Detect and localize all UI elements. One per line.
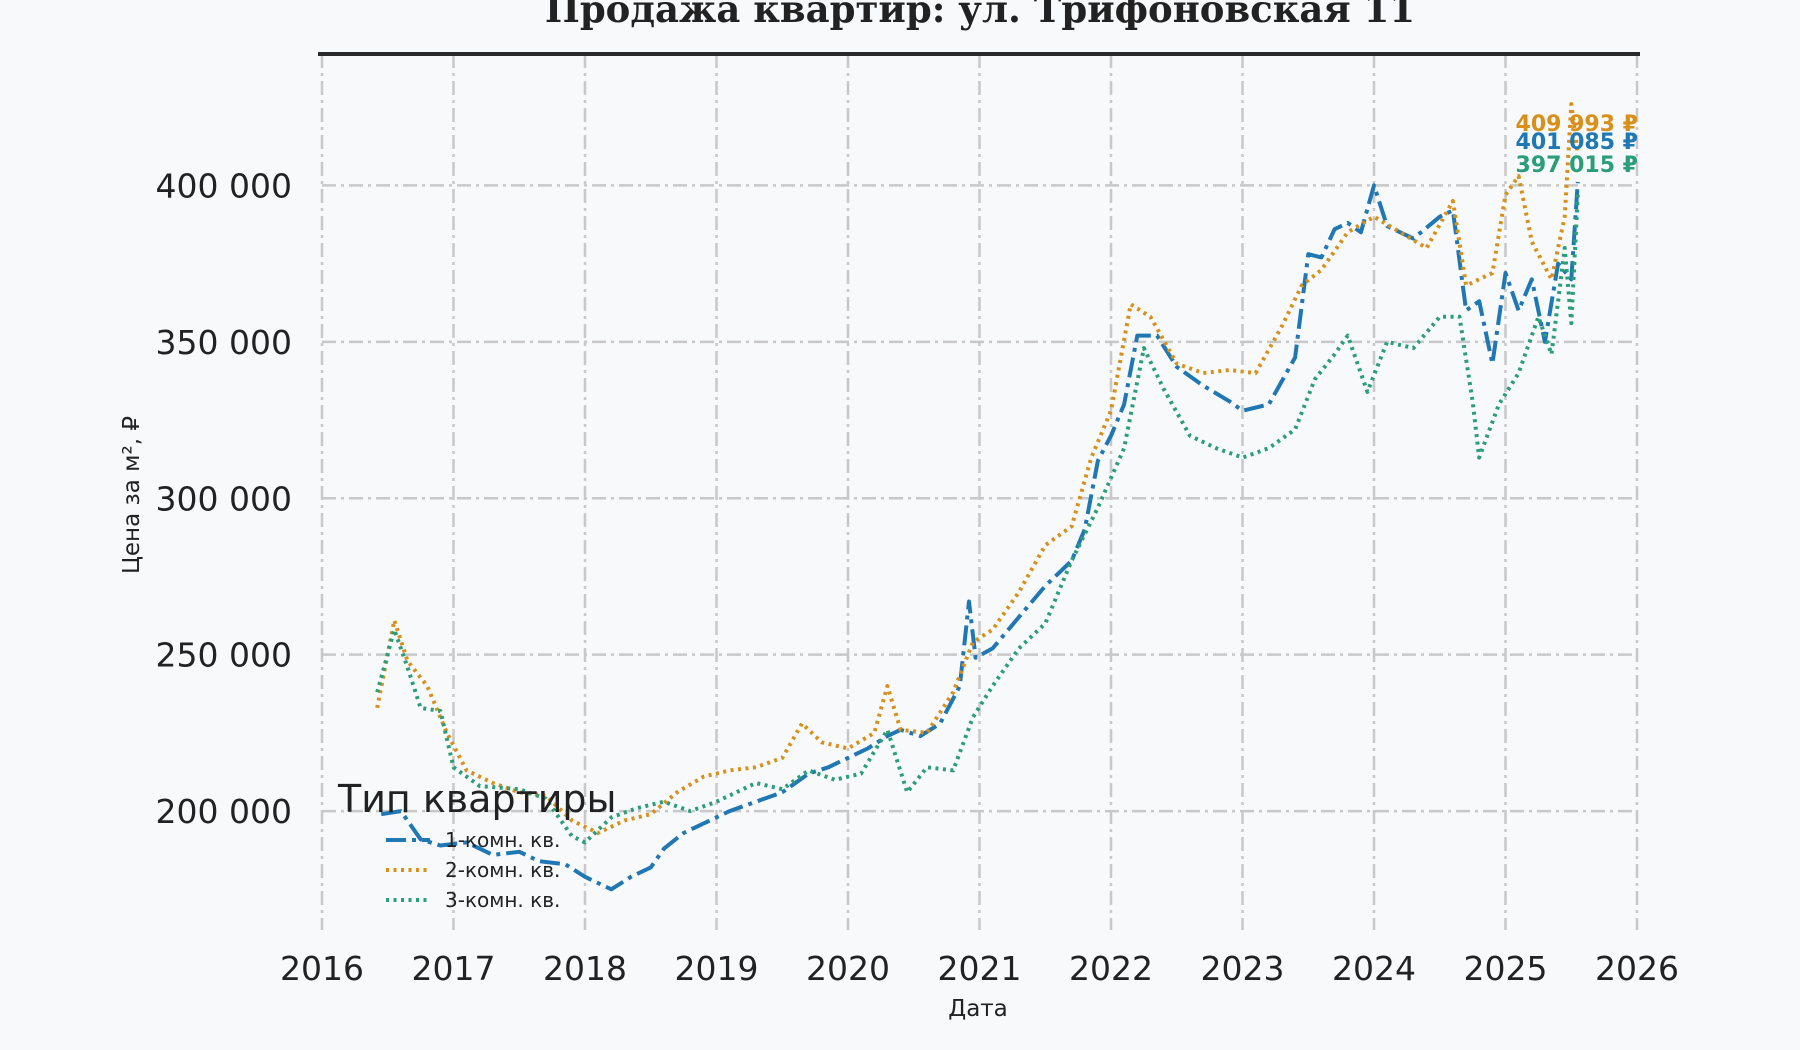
x-tick-label: 2016: [280, 949, 364, 988]
y-tick-label: 200 000: [156, 792, 292, 831]
y-tick-label: 250 000: [156, 636, 292, 675]
chart-title: Продажа квартир: ул. Трифоновская 11: [545, 0, 1415, 31]
legend-label-1: 1-комн. кв.: [445, 828, 560, 852]
y-tick-label: 400 000: [156, 166, 292, 205]
end-labels: 409 993 ₽401 085 ₽397 015 ₽: [1516, 112, 1638, 178]
x-tick-label: 2022: [1069, 949, 1153, 988]
legend-title: Тип квартиры: [337, 777, 617, 821]
x-tick-label: 2025: [1464, 949, 1548, 988]
series-line-1: [380, 181, 1580, 892]
legend-label-2: 2-комн. кв.: [445, 858, 560, 882]
legend-label-3: 3-комн. кв.: [445, 888, 560, 912]
x-tick-labels: 2016 2017 2018 2019 2020 2021 2022 2023 2024 2025…: [280, 949, 1679, 988]
x-axis-title: Дата: [948, 996, 1008, 1022]
end-label-3: 397 015 ₽: [1516, 153, 1638, 178]
end-label-2: 409 993 ₽: [1516, 112, 1638, 137]
y-tick-label: 350 000: [156, 323, 292, 362]
x-tick-label: 2023: [1201, 949, 1285, 988]
x-tick-label: 2021: [938, 949, 1022, 988]
y-tick-label: 300 000: [156, 479, 292, 518]
x-tick-label: 2019: [675, 949, 759, 988]
grid: [320, 54, 1639, 930]
x-tick-label: 2020: [806, 949, 890, 988]
x-tick-label: 2026: [1595, 949, 1679, 988]
end-label-1: 401 085 ₽: [1516, 130, 1638, 155]
legend: Тип квартиры 1-комн. кв. 2-комн. кв. 3-ком…: [337, 777, 617, 912]
series-layer: [375, 102, 1580, 892]
x-tick-label: 2018: [543, 949, 627, 988]
y-axis-title: Цена за м², ₽: [119, 416, 145, 574]
x-tick-label: 2017: [412, 949, 496, 988]
x-tick-label: 2024: [1332, 949, 1416, 988]
y-tick-labels: 200 000 250 000 300 000 350 000 400 000: [156, 166, 292, 831]
